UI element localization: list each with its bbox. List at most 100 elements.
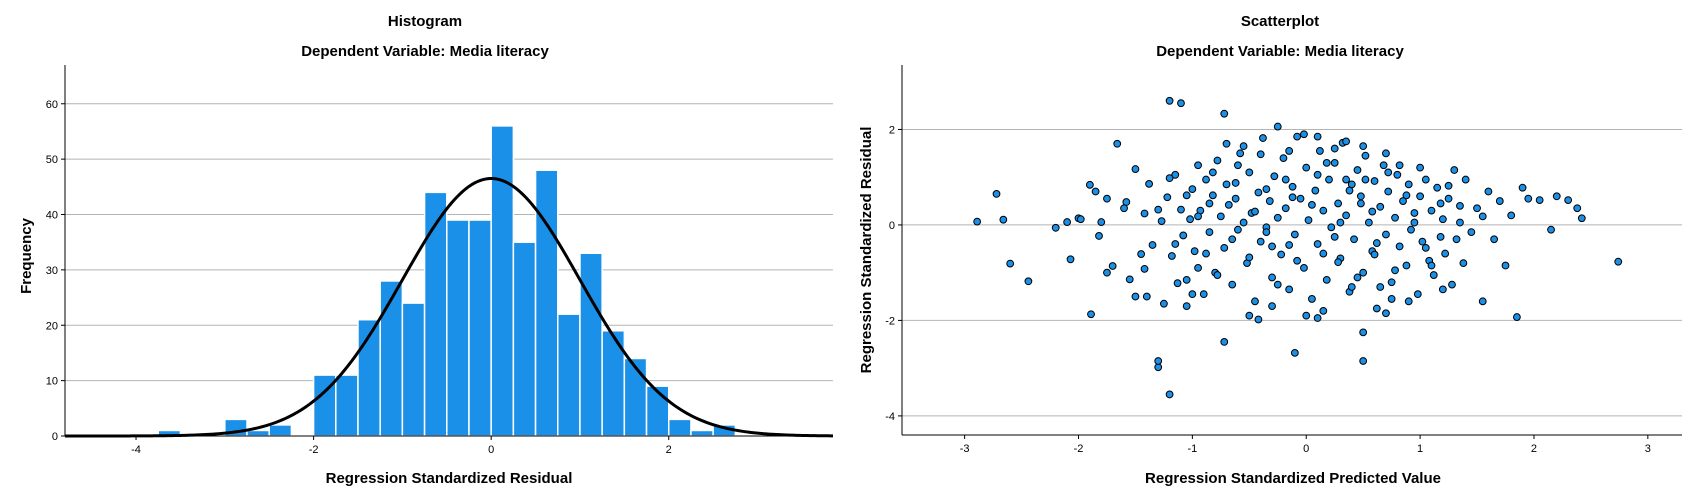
histogram-bar	[579, 252, 603, 437]
scatter-point	[1330, 144, 1339, 153]
scatter-point	[1313, 170, 1322, 179]
scatter-point	[1467, 228, 1476, 236]
scatter-point	[1281, 204, 1290, 213]
scatter-point	[1356, 192, 1365, 201]
scatter-point	[992, 190, 1001, 198]
scatter-point	[1179, 231, 1188, 240]
scatterplot-y-tick-labels: -4 -2 0 2	[885, 124, 902, 423]
scatter-point	[1404, 180, 1413, 189]
scatter-point	[1234, 225, 1242, 234]
scatter-point	[1402, 191, 1411, 200]
scatter-point	[1194, 161, 1202, 170]
scatterplot-axes	[901, 65, 1682, 436]
scatter-point	[1359, 268, 1368, 277]
scatter-point	[1085, 180, 1094, 189]
scatter-point	[1202, 175, 1210, 184]
scatter-point	[1188, 290, 1197, 299]
scatter-point	[1256, 237, 1265, 246]
scatter-point	[1399, 197, 1407, 205]
y-tick-label: -4	[885, 411, 895, 423]
scatter-point	[1370, 250, 1379, 259]
scatter-point	[1478, 297, 1487, 306]
scatter-point	[1512, 313, 1521, 321]
scatter-point	[1359, 357, 1368, 365]
y-tick-label: 20	[46, 320, 58, 332]
scatter-point	[1188, 185, 1197, 194]
scatter-point	[1410, 218, 1419, 227]
scatter-point	[1459, 259, 1468, 268]
scatter-point	[1270, 172, 1279, 181]
scatterplot-panel: Scatterplot Dependent Variable: Media li…	[858, 13, 1682, 487]
scatter-point	[1313, 314, 1322, 322]
scatter-point	[1441, 249, 1450, 258]
scatter-point	[1076, 215, 1085, 224]
scatter-point	[1313, 132, 1322, 141]
scatter-point	[1325, 175, 1333, 184]
histogram-bar	[401, 302, 426, 437]
scatter-point	[1285, 147, 1294, 155]
scatter-point	[1277, 250, 1286, 259]
scatter-point	[1315, 147, 1324, 155]
scatter-point	[1231, 194, 1240, 203]
scatter-point	[1448, 280, 1456, 289]
scatter-point	[1222, 180, 1231, 189]
scatter-point	[1444, 181, 1453, 190]
scatter-point	[1379, 161, 1388, 170]
scatter-point	[1051, 223, 1060, 232]
scatter-point	[1336, 218, 1345, 227]
scatter-point	[1382, 309, 1390, 318]
scatter-point	[1142, 292, 1151, 301]
scatter-point	[1361, 151, 1370, 160]
scatter-point	[1393, 170, 1402, 179]
scatter-point	[1262, 185, 1271, 194]
scatter-point	[1202, 249, 1210, 258]
scatter-point	[1103, 194, 1111, 203]
scatter-point	[1547, 225, 1555, 234]
scatter-point	[1293, 256, 1302, 265]
x-tick-label: 2	[1531, 443, 1537, 455]
histogram-bar	[468, 219, 492, 437]
scatter-point	[1461, 175, 1470, 184]
scatter-point	[1167, 252, 1176, 260]
scatter-point	[1387, 295, 1396, 303]
scatter-point	[1501, 261, 1510, 270]
scatterplot-subtitle: Dependent Variable: Media literacy	[1156, 43, 1404, 60]
y-tick-label: 0	[52, 431, 58, 443]
scatter-point	[1163, 193, 1172, 202]
scatter-point	[1194, 212, 1202, 221]
scatter-point	[1131, 292, 1140, 301]
scatter-point	[1190, 247, 1199, 256]
scatter-point	[1199, 290, 1208, 299]
scatter-point	[1125, 275, 1134, 284]
x-tick-label: 0	[488, 444, 494, 456]
scatter-point	[1177, 99, 1185, 108]
scatter-point	[1063, 218, 1072, 226]
scatter-point	[1410, 209, 1419, 217]
scatter-point	[1245, 253, 1254, 262]
scatter-point	[1319, 249, 1328, 258]
scatter-point	[1444, 194, 1453, 203]
scatter-point	[1186, 215, 1194, 224]
scatterplot-title: Scatterplot	[1241, 13, 1319, 30]
scatter-point	[1265, 197, 1274, 205]
y-tick-label: 0	[889, 220, 895, 232]
scatter-point	[1006, 259, 1015, 268]
histogram-bar	[335, 374, 359, 437]
x-tick-label: -4	[131, 444, 141, 456]
histogram-bar	[512, 241, 537, 437]
scatter-point	[1108, 262, 1117, 270]
scatter-point	[1245, 311, 1254, 320]
scatter-point	[1421, 243, 1430, 252]
scatter-point	[1436, 232, 1445, 241]
scatter-point	[1182, 191, 1191, 200]
scatter-point	[1302, 163, 1311, 172]
scatter-point	[1234, 161, 1242, 170]
x-tick-label: 1	[1417, 443, 1423, 455]
scatterplot-gridlines	[902, 128, 1682, 417]
scatter-point	[1285, 241, 1294, 249]
scatter-point	[1224, 200, 1233, 209]
scatter-point	[1370, 177, 1379, 185]
scatter-point	[1273, 280, 1282, 289]
y-tick-label: 10	[46, 376, 58, 388]
